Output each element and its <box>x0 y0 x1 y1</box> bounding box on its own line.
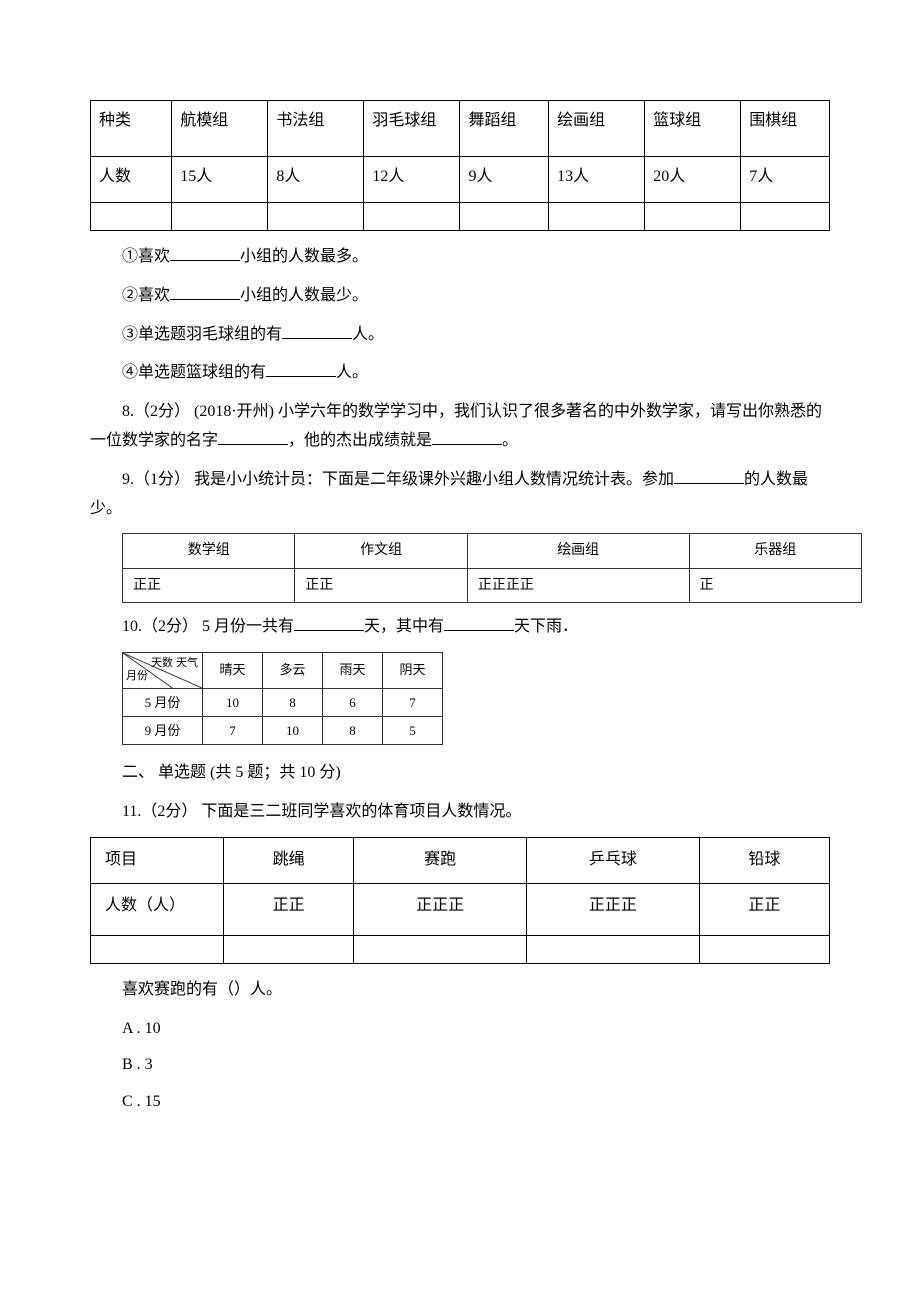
q9-h3: 绘画组 <box>557 543 599 558</box>
q9-table: 数学组 作文组 绘画组 乐器组 正正 正正 正正正正 正 <box>122 533 862 602</box>
q11-v2: 正正正 <box>416 897 464 914</box>
q7-v2: 8人 <box>276 168 300 185</box>
q7-row-label: 人数 <box>99 168 131 185</box>
q10-r1-v3: 6 <box>349 695 356 710</box>
q9: 9.（1分） 我是小小统计员：下面是二年级课外兴趣小组人数情况统计表。参加的人数… <box>90 466 830 524</box>
q11-v4: 正正 <box>748 897 780 914</box>
q7-sub3: ③单选题羽毛球组的有人。 <box>90 321 830 350</box>
q9-h2: 作文组 <box>360 543 402 558</box>
q9-v1: 正正 <box>133 578 161 593</box>
q8: 8.（2分） (2018·开州) 小学六年的数学学习中，我们认识了很多著名的中外… <box>90 398 830 456</box>
q11-table: 项目 跳绳 赛跑 乒乓球 铅球 人数（人） 正正 正正正 正正正 正正 <box>90 837 830 964</box>
q7-header-label: 种类 <box>99 112 131 129</box>
q10-c1: 晴天 <box>219 662 245 677</box>
q11-v1: 正正 <box>273 897 305 914</box>
diag-mid: 天数 <box>151 654 173 674</box>
blank[interactable] <box>444 615 514 631</box>
q10-r2-v3: 8 <box>349 723 356 738</box>
q10-c2: 多云 <box>279 662 305 677</box>
q9-v4: 正 <box>700 578 714 593</box>
q11-question: 喜欢赛跑的有（）人。 <box>90 976 830 1005</box>
q7-h3: 羽毛球组 <box>372 112 436 129</box>
blank[interactable] <box>432 429 502 445</box>
q11-row-label: 人数（人） <box>105 897 185 914</box>
q11-lead: 11.（2分） 下面是三二班同学喜欢的体育项目人数情况。 <box>90 798 830 827</box>
q7-v5: 13人 <box>557 168 589 185</box>
diag-bot: 月份 <box>126 667 148 687</box>
q10: 10.（2分） 5 月份一共有天，其中有天下雨． <box>90 613 830 642</box>
q10-r1-v4: 7 <box>409 695 416 710</box>
q10-r1-v2: 8 <box>289 695 296 710</box>
q11-options: A . 10 B . 3 C . 15 <box>90 1015 830 1117</box>
q10-r1-v1: 10 <box>226 695 239 710</box>
q10-r2-label: 9 月份 <box>145 723 181 738</box>
blank[interactable] <box>218 429 288 445</box>
q11-h3: 乒乓球 <box>589 851 637 868</box>
q10-c4: 阴天 <box>399 662 425 677</box>
blank[interactable] <box>294 615 364 631</box>
q7-v6: 20人 <box>653 168 685 185</box>
q10-r2-v4: 5 <box>409 723 416 738</box>
q11-opt-b[interactable]: B . 3 <box>90 1051 830 1080</box>
blank[interactable] <box>266 361 336 377</box>
q10-r2-v1: 7 <box>229 723 236 738</box>
q11-opt-c[interactable]: C . 15 <box>90 1088 830 1117</box>
blank[interactable] <box>282 323 352 339</box>
q10-r2-v2: 10 <box>286 723 299 738</box>
section2-title: 二、 单选题 (共 5 题；共 10 分) <box>90 759 830 788</box>
q7-sub4: ④单选题篮球组的有人。 <box>90 359 830 388</box>
q7-h5: 绘画组 <box>557 112 605 129</box>
q11-opt-a[interactable]: A . 10 <box>90 1015 830 1044</box>
q7-h1: 航模组 <box>180 112 228 129</box>
q7-h7: 围棋组 <box>749 112 797 129</box>
q11-v3: 正正正 <box>589 897 637 914</box>
diag-top: 天气 <box>176 654 198 674</box>
q7-sub2: ②喜欢小组的人数最少。 <box>90 282 830 311</box>
q9-v3: 正正正正 <box>478 578 534 593</box>
q7-v3: 12人 <box>372 168 404 185</box>
q7-sub1: ①喜欢小组的人数最多。 <box>90 243 830 272</box>
q9-h1: 数学组 <box>188 543 230 558</box>
q7-h4: 舞蹈组 <box>468 112 516 129</box>
q11-h4: 铅球 <box>748 851 780 868</box>
blank[interactable] <box>674 468 744 484</box>
blank[interactable] <box>170 245 240 261</box>
q11-h2: 赛跑 <box>424 851 456 868</box>
q11-h1: 跳绳 <box>273 851 305 868</box>
q9-h4: 乐器组 <box>754 543 796 558</box>
q9-v2: 正正 <box>305 578 333 593</box>
q7-v7: 7人 <box>749 168 773 185</box>
q7-table: 种类 航模组 书法组 羽毛球组 舞蹈组 绘画组 篮球组 围棋组 人数 15人 8… <box>90 100 830 231</box>
q7-h6: 篮球组 <box>653 112 701 129</box>
q11-h0: 项目 <box>105 851 137 868</box>
q7-h2: 书法组 <box>276 112 324 129</box>
q10-c3: 雨天 <box>339 662 365 677</box>
q7-v1: 15人 <box>180 168 212 185</box>
q10-r1-label: 5 月份 <box>145 695 181 710</box>
blank[interactable] <box>170 284 240 300</box>
q7-v4: 9人 <box>468 168 492 185</box>
q10-table: 天气 天数 月份 晴天 多云 雨天 阴天 5 月份 10 8 6 7 9 月份 … <box>122 652 443 746</box>
